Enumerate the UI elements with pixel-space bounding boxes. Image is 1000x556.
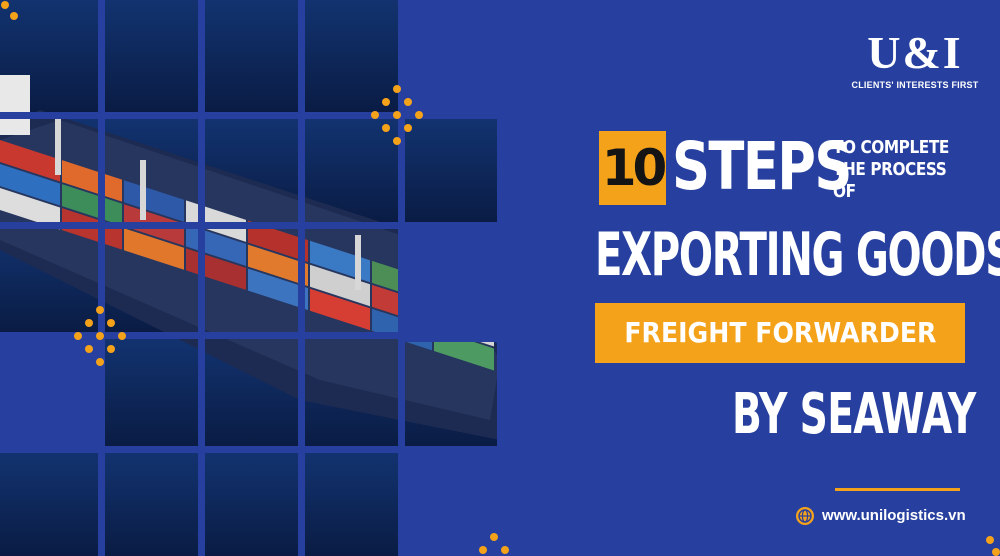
headline-tail: BY SEAWAY bbox=[732, 382, 976, 447]
headline-main: EXPORTING GOODS bbox=[595, 220, 1000, 290]
subtitle-line-3: OF bbox=[833, 181, 856, 202]
website-link[interactable]: www.unilogistics.vn bbox=[822, 507, 966, 524]
globe-icon bbox=[796, 507, 814, 525]
logo-mark: U&I bbox=[867, 27, 963, 78]
divider bbox=[835, 488, 960, 491]
subtitle-line-1: TO COMPLETE bbox=[833, 137, 949, 158]
highlight-badge: FREIGHT FORWARDER bbox=[595, 303, 965, 363]
brand-logo: U&I CLIENTS' INTERESTS FIRST bbox=[850, 27, 980, 91]
headline-subtitle: TO COMPLETE THE PROCESS OF bbox=[833, 137, 949, 203]
headline-steps: STEPS bbox=[672, 128, 852, 205]
step-count-badge: 10 bbox=[599, 131, 667, 205]
logo-tagline: CLIENTS' INTERESTS FIRST bbox=[851, 80, 979, 90]
highlight-text: FREIGHT FORWARDER bbox=[623, 316, 937, 349]
subtitle-line-2: THE PROCESS bbox=[833, 159, 947, 180]
